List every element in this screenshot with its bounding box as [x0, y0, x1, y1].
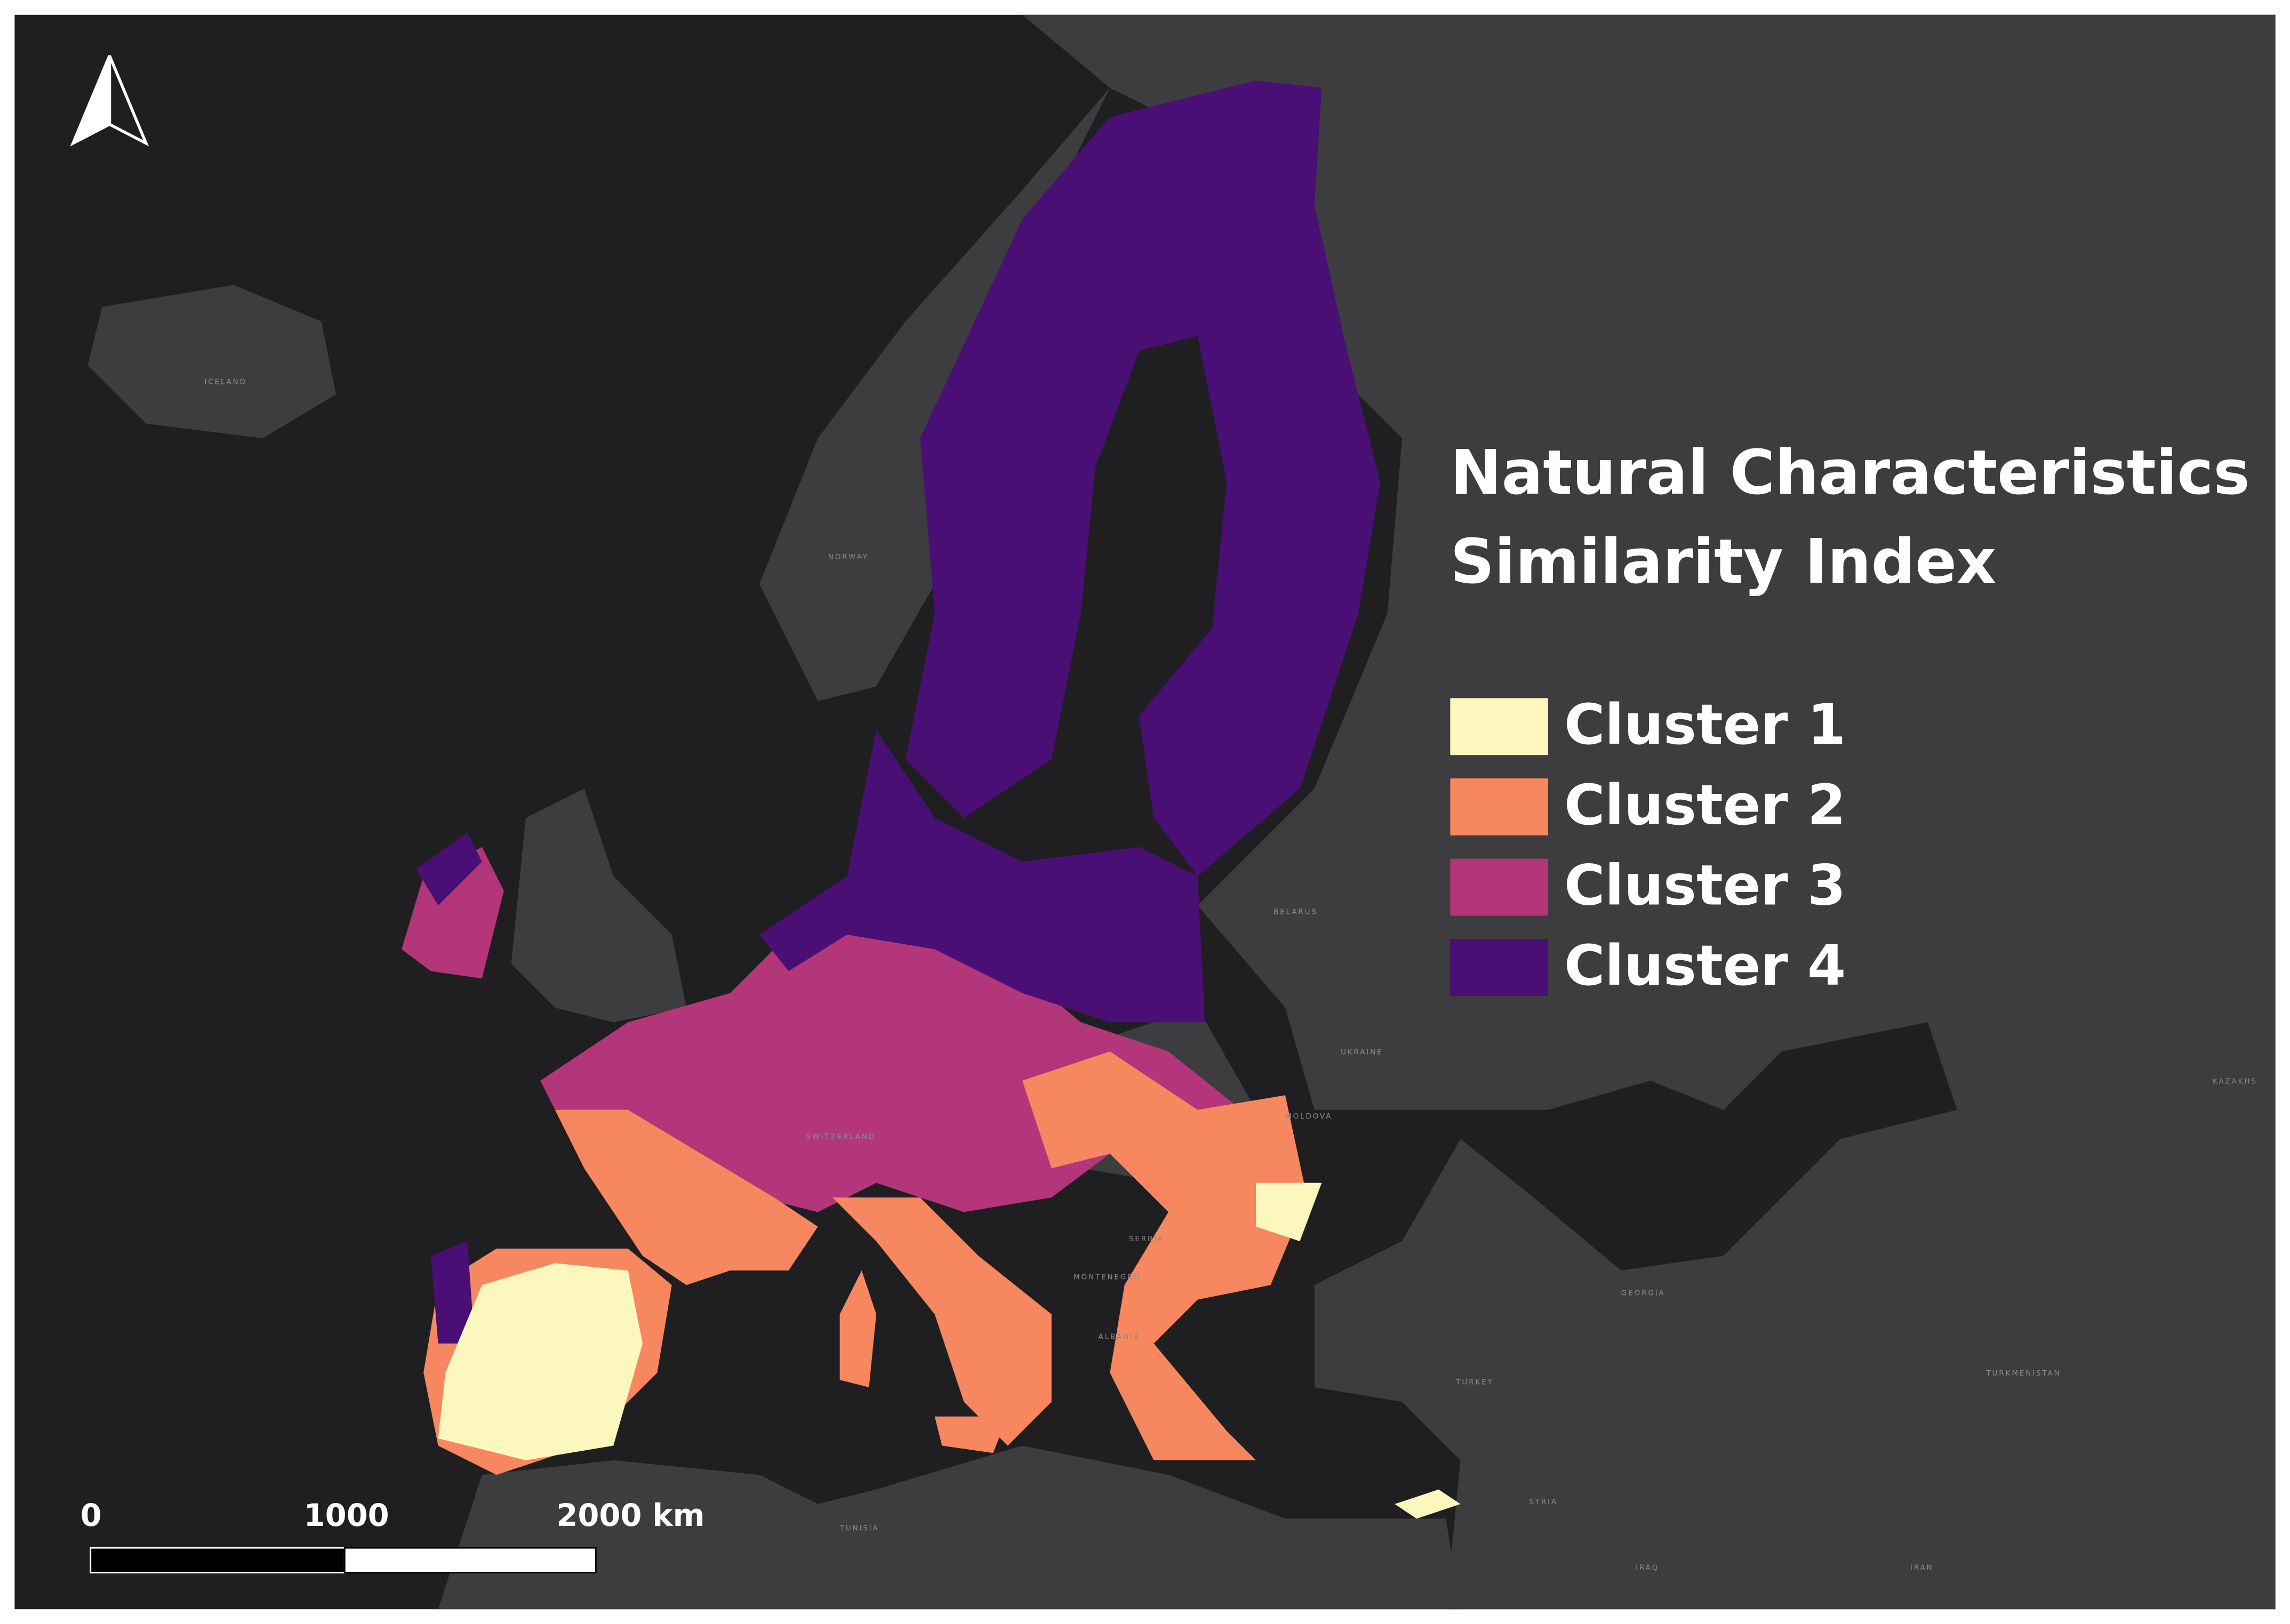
legend-swatch: [1450, 778, 1548, 835]
place-label: KAZAKHS: [2213, 1077, 2257, 1086]
place-label: SYRIA: [1529, 1498, 1558, 1506]
scale-bar: 0 1000 2000 km: [81, 1498, 705, 1574]
morocco: [438, 1460, 818, 1610]
north-africa: [818, 1445, 1461, 1610]
place-label: SWITZERLAND: [806, 1132, 876, 1141]
place-label: MOLDOVA: [1285, 1112, 1332, 1121]
place-label: UKRAINE: [1341, 1048, 1383, 1057]
scale-label: 2000 km: [556, 1498, 704, 1533]
place-label: TURKEY: [1455, 1378, 1493, 1387]
region: [759, 730, 1205, 1023]
title-line: Similarity Index: [1450, 526, 1996, 598]
place-label: MONTENEGRO: [1074, 1273, 1141, 1281]
legend: Cluster 1 Cluster 2 Cluster 3 Cluster 4: [1450, 692, 1846, 998]
iceland: [87, 285, 336, 438]
place-label: GEORGIA: [1621, 1289, 1666, 1297]
legend-label: Cluster 1: [1564, 692, 1846, 757]
region: [438, 1263, 643, 1460]
region: [832, 1197, 1052, 1446]
place-label: TUNISIA: [839, 1524, 879, 1532]
region: [430, 1241, 475, 1344]
place-label: BELARUS: [1274, 908, 1318, 916]
north-arrow: [70, 55, 149, 147]
place-labels: ICELAND NORWAY BELARUS UKRAINE TURKEY SW…: [204, 378, 2257, 1572]
legend-label: Cluster 4: [1564, 933, 1846, 998]
scale-label: 1000: [304, 1498, 389, 1533]
legend-label: Cluster 3: [1564, 853, 1846, 918]
scale-segment: [343, 1547, 597, 1574]
title-line: Natural Characteristics: [1450, 437, 2249, 509]
legend-label: Cluster 2: [1564, 773, 1846, 838]
place-label: IRAN: [1910, 1563, 1934, 1572]
legend-swatch: [1450, 939, 1548, 996]
place-label: IRAQ: [1636, 1563, 1659, 1572]
scale-segment: [90, 1547, 346, 1574]
region: [934, 1416, 1008, 1453]
place-label: NORWAY: [828, 553, 869, 561]
region: [839, 1270, 877, 1387]
legend-swatch: [1450, 698, 1548, 755]
region: [555, 1110, 818, 1285]
region: [1395, 1489, 1461, 1519]
region: [905, 81, 1380, 877]
eastern-land: [1022, 14, 2276, 1610]
place-label: ICELAND: [204, 378, 247, 387]
regions: [402, 81, 1461, 1519]
legend-swatch: [1450, 858, 1548, 916]
place-label: SERBIA: [1129, 1235, 1164, 1243]
region: [416, 832, 482, 906]
place-label: ALBANIA: [1098, 1333, 1140, 1341]
scale-label: 0: [81, 1498, 102, 1533]
region: [1022, 1051, 1307, 1460]
great-britain: [511, 789, 687, 1023]
place-label: TURKMENISTAN: [1985, 1369, 2061, 1378]
